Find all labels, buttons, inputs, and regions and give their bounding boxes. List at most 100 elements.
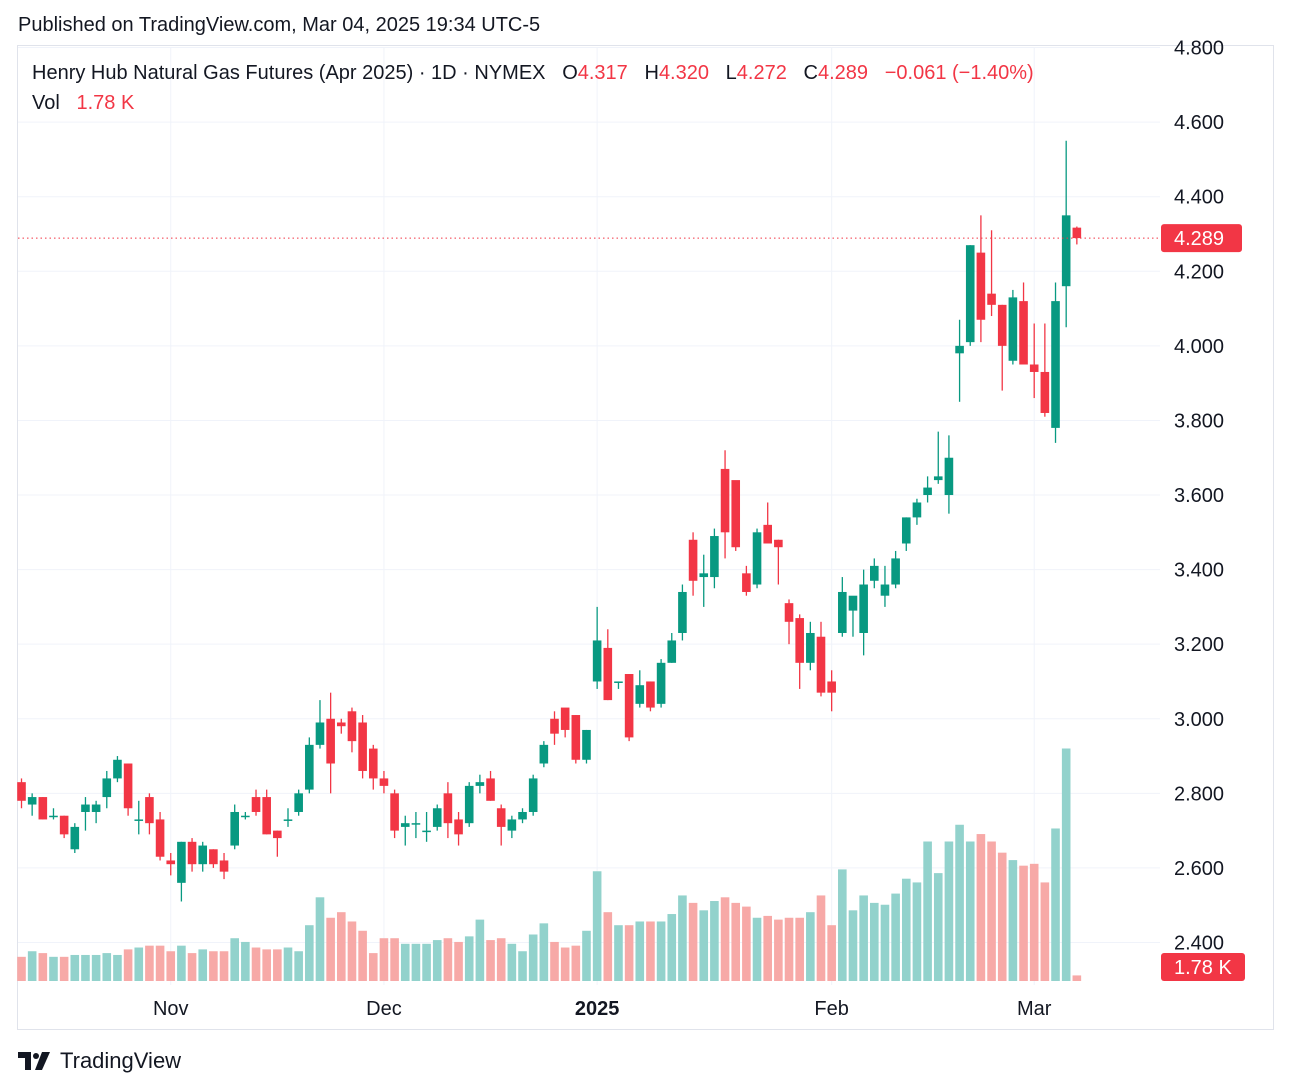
volume-bar	[699, 910, 709, 981]
volume-bar	[816, 895, 826, 981]
candle-body	[262, 797, 271, 835]
volume-bar	[795, 917, 804, 981]
candle-body	[646, 681, 655, 708]
volume-bar	[358, 930, 367, 981]
vol-label: Vol	[32, 92, 60, 114]
volume-bar	[944, 841, 954, 981]
volume-bar	[752, 917, 762, 981]
volume-bar	[262, 949, 271, 981]
y-tick-label: 2.800	[1174, 783, 1224, 805]
candle-body	[923, 487, 932, 496]
change-value: −0.061 (−1.40%)	[884, 62, 1034, 84]
volume-bar	[411, 943, 421, 981]
volume-bar	[912, 882, 922, 981]
candle-body	[454, 819, 463, 835]
volume-bar	[230, 938, 239, 981]
candle-body	[38, 797, 48, 820]
candle-body	[59, 815, 69, 835]
volume-bar	[59, 956, 69, 981]
candle-body	[806, 632, 815, 663]
y-tick-label: 3.200	[1174, 634, 1224, 656]
volume-bar	[134, 947, 144, 981]
candle-body	[667, 640, 677, 663]
volume-bar	[49, 956, 58, 981]
candle-body	[614, 681, 623, 683]
volume-bar	[965, 841, 975, 981]
volume-bar	[731, 902, 741, 981]
volume-bar	[1019, 865, 1028, 981]
volume-bar	[827, 925, 836, 981]
volume-bar	[305, 925, 314, 981]
close-value: 4.289	[817, 62, 869, 84]
candle-body	[209, 849, 218, 865]
candle-body	[838, 591, 847, 633]
volume-bar	[624, 925, 634, 981]
volume-bar	[198, 949, 208, 981]
volume-bar	[38, 953, 48, 981]
y-tick-label: 3.600	[1174, 485, 1224, 507]
volume-bar	[603, 912, 613, 981]
candle-body	[113, 759, 122, 779]
volume-bar	[187, 953, 197, 981]
candle-body	[123, 763, 133, 809]
volume-bar	[283, 947, 293, 981]
candle-body	[475, 782, 485, 786]
candle-body	[283, 819, 293, 821]
candle-body	[177, 841, 186, 883]
volume-bar	[1072, 975, 1082, 981]
y-tick-label: 4.200	[1174, 261, 1224, 283]
volume-bar	[454, 941, 463, 981]
candle-body	[145, 797, 154, 824]
candle-body	[731, 480, 741, 548]
symbol-legend[interactable]: Henry Hub Natural Gas Futures (Apr 2025)…	[32, 62, 1034, 85]
x-tick-label: Nov	[153, 998, 189, 1020]
candle-body	[219, 860, 229, 872]
candle-body	[102, 778, 112, 798]
volume-bar	[70, 954, 80, 981]
volume-bar	[1029, 863, 1039, 981]
volume-bar	[720, 897, 730, 981]
candle-body	[635, 685, 645, 704]
candle-body	[326, 718, 335, 764]
chart-frame[interactable]	[17, 45, 1274, 1030]
volume-bar	[1040, 882, 1050, 981]
candle-body	[656, 662, 666, 704]
tradingview-brand: TradingView	[60, 1048, 182, 1073]
volume-bar	[678, 895, 687, 981]
candle-body	[539, 744, 549, 764]
candle-body	[688, 539, 698, 581]
candle-body	[720, 468, 730, 533]
y-tick-label: 4.000	[1174, 336, 1224, 358]
y-tick-label: 3.400	[1174, 560, 1224, 582]
volume-bar	[763, 915, 772, 981]
candle-body	[912, 502, 922, 518]
candle-body	[1061, 215, 1071, 287]
candle-body	[166, 860, 176, 865]
candle-body	[400, 823, 410, 827]
candle-body	[592, 640, 602, 682]
volume-bar	[368, 953, 378, 981]
volume-bar	[315, 897, 325, 981]
candle-body	[155, 819, 165, 857]
low-label: L	[725, 62, 737, 84]
volume-bar	[17, 956, 26, 981]
volume-legend[interactable]: Vol 1.78 K	[32, 92, 134, 115]
volume-bar	[1061, 748, 1071, 981]
volume-bar	[635, 921, 645, 981]
candle-body	[965, 245, 975, 343]
volume-bar	[997, 852, 1007, 981]
candle-body	[742, 573, 751, 592]
symbol-title: Henry Hub Natural Gas Futures (Apr 2025)…	[32, 62, 546, 84]
volume-bar	[102, 953, 112, 981]
candle-body	[134, 819, 144, 821]
candle-body	[241, 815, 250, 818]
candle-body	[337, 722, 346, 727]
close-label: C	[803, 62, 818, 84]
candle-body	[784, 603, 794, 622]
volume-bar	[646, 921, 655, 981]
candle-body	[273, 830, 282, 839]
volume-bar	[145, 945, 154, 981]
tradingview-logo[interactable]: TradingView	[18, 1048, 181, 1074]
candle-body	[379, 778, 389, 786]
